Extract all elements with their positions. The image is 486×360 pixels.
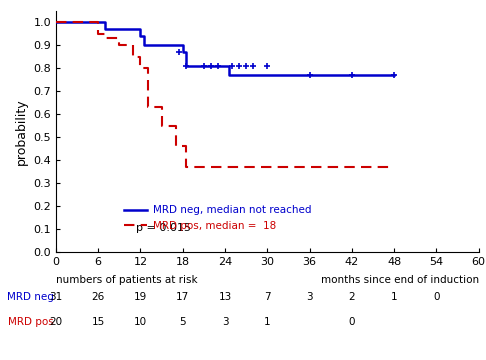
Text: 5: 5 — [179, 317, 186, 327]
Text: 17: 17 — [176, 292, 190, 302]
Text: 3: 3 — [306, 292, 313, 302]
Legend: MRD neg, median not reached, MRD pos, median =  18: MRD neg, median not reached, MRD pos, me… — [121, 201, 315, 235]
Text: MRD pos: MRD pos — [8, 317, 53, 327]
Text: 1: 1 — [264, 317, 271, 327]
Text: numbers of patients at risk: numbers of patients at risk — [56, 275, 197, 285]
Text: 31: 31 — [49, 292, 63, 302]
Text: 2: 2 — [348, 292, 355, 302]
Text: 13: 13 — [218, 292, 232, 302]
Text: 20: 20 — [49, 317, 63, 327]
Text: months since end of induction: months since end of induction — [321, 275, 479, 285]
Text: MRD neg: MRD neg — [7, 292, 53, 302]
Text: 0: 0 — [433, 292, 440, 302]
Text: 1: 1 — [391, 292, 398, 302]
Text: 19: 19 — [134, 292, 147, 302]
Text: 0: 0 — [348, 317, 355, 327]
Text: p = 0.015: p = 0.015 — [136, 224, 191, 234]
Text: 26: 26 — [91, 292, 105, 302]
Text: 7: 7 — [264, 292, 271, 302]
Y-axis label: probability: probability — [15, 98, 28, 165]
Text: 15: 15 — [91, 317, 105, 327]
Text: 10: 10 — [134, 317, 147, 327]
Text: 3: 3 — [222, 317, 228, 327]
